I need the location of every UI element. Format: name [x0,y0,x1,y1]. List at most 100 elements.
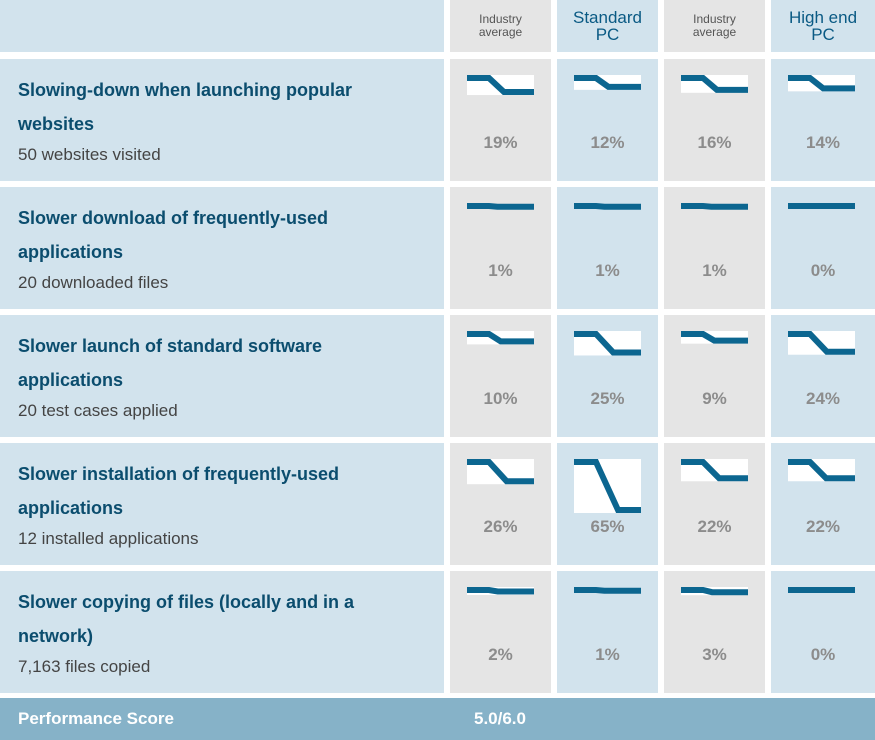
metric-value: 10% [483,389,518,408]
metric-subtitle: 7,163 files copied [18,657,151,676]
metric-value: 19% [483,133,518,152]
metric-title: Slower copying of files (locally and in … [18,592,355,646]
metric-cell: 22% [771,443,875,565]
metric-cell: 3% [664,571,765,693]
metric-title: Slower launch of standard software appli… [18,336,323,390]
metric-value: 1% [595,261,620,280]
metric-value: 25% [590,389,625,408]
metric-description: Slowing-down when launching popular webs… [0,59,444,181]
metric-value: 16% [697,133,732,152]
slowdown-graph [467,459,534,485]
header-blank-cell [0,0,444,52]
column-header-label: PC [595,25,620,44]
slowdown-graph [681,75,748,93]
slowdown-graph [467,203,534,210]
slowdown-line [788,75,855,92]
slowdown-line [574,203,641,210]
metric-cell: 25% [557,315,658,437]
metric-value: 1% [488,261,513,280]
slowdown-graph [574,75,641,90]
metric-description: Slower installation of frequently-used a… [0,443,444,565]
metric-description: Slower download of frequently-used appli… [0,187,444,309]
metric-cell: 1% [557,571,658,693]
slowdown-graph [574,587,641,594]
slowdown-graph [574,331,641,356]
slowdown-graph [574,203,641,210]
metric-cell: 26% [450,443,551,565]
metric-value: 12% [590,133,625,152]
slowdown-line [467,331,534,345]
metric-cell: 10% [450,315,551,437]
metric-cell: 2% [450,571,551,693]
metric-description: Slower copying of files (locally and in … [0,571,444,693]
metric-cell: 0% [771,571,875,693]
metric-value: 26% [483,517,518,536]
column-header-4: High end PC [771,0,875,52]
metric-cell: 14% [771,59,875,181]
slowdown-line [574,587,641,594]
slowdown-graph [681,331,748,344]
slowdown-line [681,75,748,93]
slowdown-line [574,331,641,356]
metric-cell: 65% [557,443,658,565]
column-header-label: PC [811,25,835,44]
metric-subtitle: 12 installed applications [18,529,199,548]
slowdown-graph [681,459,748,482]
slowdown-graph [467,75,534,96]
slowdown-graph [467,587,534,595]
metric-cell: 19% [450,59,551,181]
column-header-label: average [478,25,523,39]
slowdown-line [681,587,748,596]
slowdown-line [467,203,534,210]
slowdown-line [788,459,855,482]
column-header-label: High end [788,8,858,27]
slowdown-graph [788,331,855,355]
metric-value: 0% [810,645,836,664]
column-header-label: Industry [479,12,522,27]
slowdown-line [681,203,748,210]
performance-score-label: Performance Score [18,709,174,728]
column-header-1: Industry average [450,0,551,52]
slowdown-graph [788,203,855,209]
column-header-label: Standard [573,8,642,27]
metric-title: Slower installation of frequently-used a… [18,464,340,518]
column-header-label: Industry [693,12,736,27]
metric-value: 1% [702,261,727,280]
slowdown-line [788,331,855,355]
slowdown-line [467,587,534,595]
metric-cell: 22% [664,443,765,565]
metric-value: 65% [590,517,625,536]
metric-value: 3% [702,645,727,664]
slowdown-graph [788,75,855,92]
slowdown-graph [574,459,641,513]
slowdown-line [681,331,748,344]
slowdown-graph [788,587,855,593]
slowdown-graph [681,203,748,210]
metric-value: 2% [488,645,513,664]
column-header-2: Standard PC [557,0,658,52]
metric-cell: 24% [771,315,875,437]
metric-cell: 1% [557,187,658,309]
performance-score-value: 5.0/6.0 [474,709,526,728]
metric-subtitle: 20 test cases applied [18,401,178,420]
metric-cell: 0% [771,187,875,309]
metric-value: 24% [805,389,841,408]
metric-value: 22% [805,517,841,536]
metric-cell: 1% [450,187,551,309]
slowdown-line [467,75,534,96]
slowdown-line [574,75,641,90]
metric-title: Slowing-down when launching popular webs… [18,80,352,134]
metric-value: 14% [805,133,841,152]
column-header-3: Industry average [664,0,765,52]
slowdown-line [681,459,748,482]
metric-cell: 1% [664,187,765,309]
metric-description: Slower launch of standard software appli… [0,315,444,437]
metric-value: 1% [595,645,620,664]
performance-score-bar: Performance Score 5.0/6.0 [0,698,875,740]
slowdown-graph [467,331,534,345]
metric-value: 22% [697,517,732,536]
metric-value: 9% [702,389,727,408]
metric-value: 0% [810,261,836,280]
column-header-label: average [692,25,737,39]
slowdown-line [574,459,641,513]
